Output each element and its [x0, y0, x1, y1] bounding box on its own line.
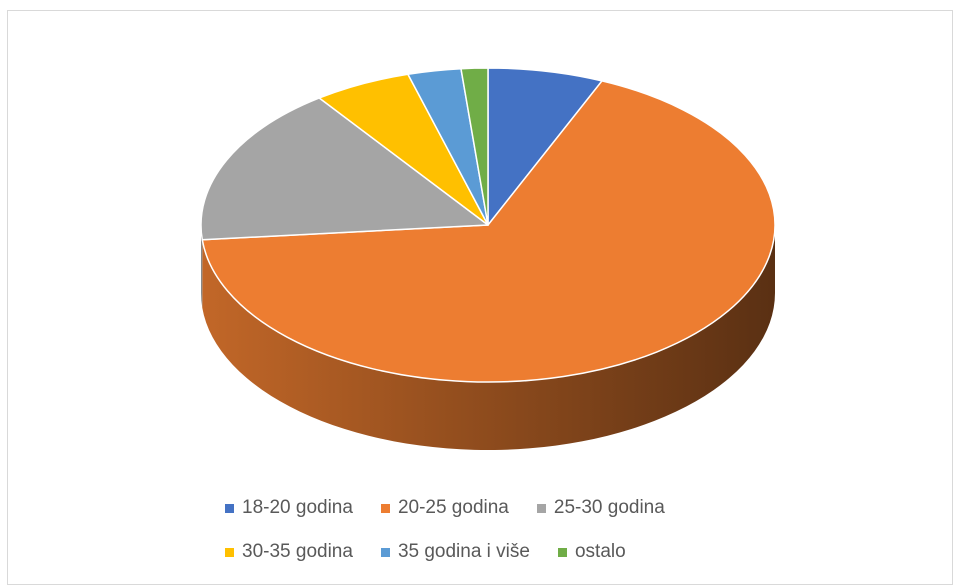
- legend-item-30-35: 30-35 godina: [225, 541, 353, 563]
- pie-side-1: [202, 225, 776, 450]
- legend-swatch: [557, 547, 567, 557]
- pie-slices: [200, 67, 776, 383]
- legend-label: 20-25 godina: [397, 497, 509, 518]
- legend-item-25-30: 25-30 godina: [536, 497, 665, 519]
- legend: 18-20 godina 20-25 godina 25-30 godina 3…: [225, 494, 765, 582]
- pie-slice-1: [201, 80, 776, 383]
- pie-slice-0: [487, 67, 603, 226]
- legend-label: 35 godina i više: [397, 541, 530, 562]
- legend-label: 18-20 godina: [242, 497, 353, 518]
- legend-item-20-25: 20-25 godina: [380, 497, 509, 519]
- pie-slice-5: [460, 67, 489, 226]
- legend-swatch: [225, 547, 234, 557]
- legend-swatch: [380, 547, 390, 557]
- pie-slice-2: [200, 97, 489, 241]
- legend-item-18-20: 18-20 godina: [225, 497, 353, 519]
- pie-side-walls: [201, 225, 776, 450]
- legend-row-1: 18-20 godina 20-25 godina 25-30 godina: [225, 494, 765, 522]
- legend-label: 25-30 godina: [553, 497, 665, 518]
- legend-item-ostalo: ostalo: [557, 541, 626, 563]
- legend-row-2: 30-35 godina 35 godina i više ostalo: [225, 538, 765, 566]
- pie-side-2: [201, 225, 203, 308]
- legend-label: ostalo: [574, 541, 626, 562]
- legend-item-35-plus: 35 godina i više: [380, 541, 530, 563]
- legend-swatch: [380, 503, 390, 513]
- legend-swatch: [536, 503, 546, 513]
- legend-swatch: [225, 503, 234, 513]
- legend-label: 30-35 godina: [242, 541, 353, 562]
